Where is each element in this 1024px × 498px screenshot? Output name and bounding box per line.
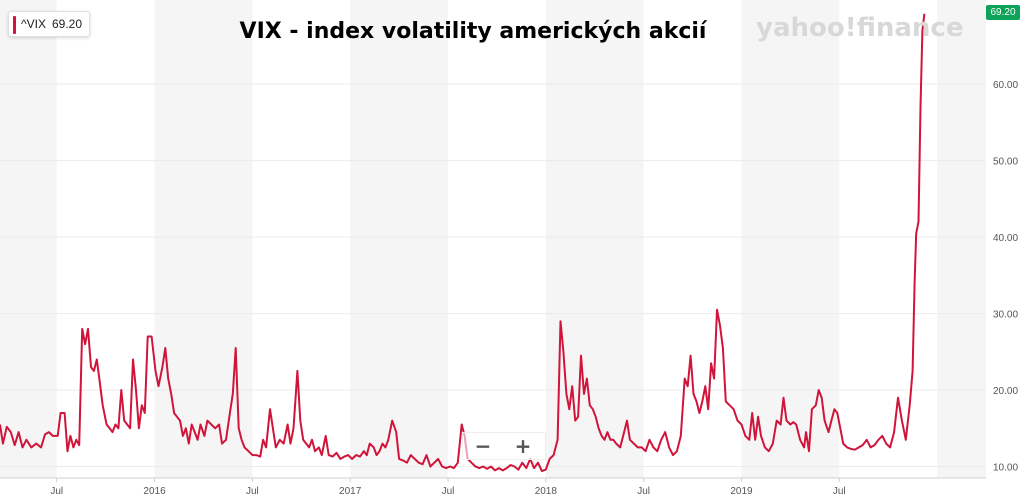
yahoo-finance-logo: yahoo!finance: [756, 13, 963, 43]
vix-series: [0, 13, 926, 473]
y-tick-label: 10.00: [993, 463, 1018, 474]
year-band-1: [154, 0, 253, 478]
y-tick-label: 60.00: [993, 80, 1018, 91]
year-band-4: [741, 0, 840, 478]
x-tick-label: 2018: [535, 486, 558, 497]
horizontal-gridlines: [0, 83, 986, 468]
legend-value: 69.20: [51, 17, 83, 31]
y-axis-tick-labels: 10.00 20.00 30.00 40.00 50.00 60.00: [993, 80, 1018, 473]
last-value-tag: 69.20: [986, 5, 1020, 20]
navigator-preview[interactable]: [462, 432, 546, 460]
x-tick-label: Jul: [637, 486, 650, 497]
chart-title: VIX - index volatility amerických akcií: [240, 19, 708, 44]
x-tick-label: Jul: [833, 486, 846, 497]
x-tick-label: Jul: [50, 486, 63, 497]
legend-badge[interactable]: ^VIX 69.20: [8, 11, 91, 37]
legend-symbol: ^VIX: [21, 17, 46, 31]
y-tick-label: 30.00: [993, 310, 1018, 321]
x-tick-label: Jul: [442, 486, 455, 497]
y-tick-label: 40.00: [993, 233, 1018, 244]
year-band-3: [545, 0, 644, 478]
year-band-0: [0, 0, 57, 478]
x-tick-label: 2019: [730, 486, 753, 497]
x-tick-label: 2017: [339, 486, 362, 497]
year-band-2: [350, 0, 449, 478]
y-tick-label: 20.00: [993, 386, 1018, 397]
x-tick-label: Jul: [246, 486, 259, 497]
alternating-year-bands: [0, 0, 986, 478]
x-tick-label: 2016: [143, 486, 166, 497]
x-axis-tick-labels: Jul 2016 Jul 2017 Jul 2018 Jul 2019 Jul: [50, 478, 846, 497]
zoom-in-button[interactable]: +: [514, 434, 532, 458]
legend-color-marker: [13, 16, 16, 34]
series-line-0: [0, 13, 926, 473]
y-tick-label: 50.00: [993, 157, 1018, 168]
year-band-5: [937, 0, 986, 478]
zoom-out-button[interactable]: −: [474, 434, 492, 458]
